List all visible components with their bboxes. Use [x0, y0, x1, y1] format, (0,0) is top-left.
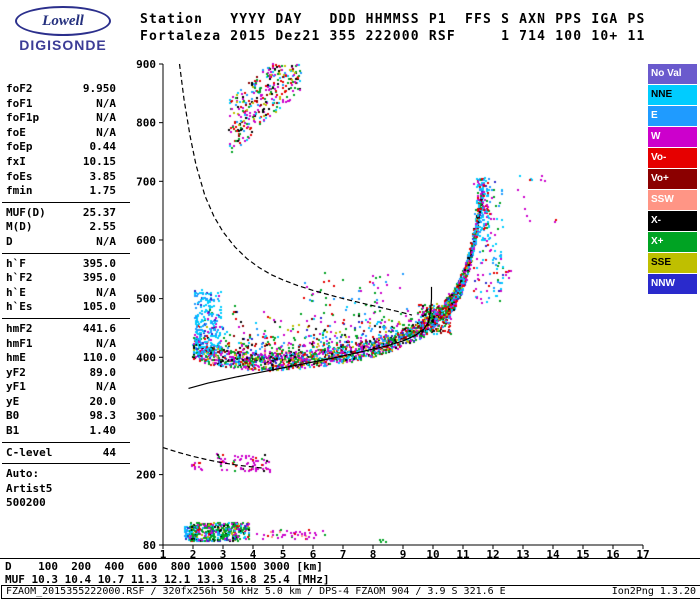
legend-entry-e: E: [648, 106, 697, 126]
distance-row: D 100 200 400 600 800 1000 1500 3000 [km…: [5, 560, 323, 573]
legend-entry-nne: NNE: [648, 85, 697, 105]
legend-entry-nnw: NNW: [648, 274, 697, 294]
legend-entry-x-: X-: [648, 211, 697, 231]
legend-entry-ssw: SSW: [648, 190, 697, 210]
status-program-version: Ion2Png 1.3.20: [611, 586, 696, 597]
doppler-direction-legend: No Val NNE E W Vo- Vo+ SSW X- X+ SSE NNW: [648, 64, 697, 295]
legend-entry-w: W: [648, 127, 697, 147]
status-file-info: FZAOM_2015355222000.RSF / 320fx256h 50 k…: [6, 586, 506, 597]
status-bar: FZAOM_2015355222000.RSF / 320fx256h 50 k…: [1, 585, 700, 599]
legend-entry-sse: SSE: [648, 253, 697, 273]
legend-entry-vo-: Vo-: [648, 148, 697, 168]
legend-entry-vo+: Vo+: [648, 169, 697, 189]
muf-row: MUF 10.3 10.4 10.7 11.3 12.1 13.3 16.8 2…: [5, 573, 330, 586]
muf-distance-table: D 100 200 400 600 800 1000 1500 3000 [km…: [0, 558, 700, 586]
legend-entry-no-val: No Val: [648, 64, 697, 84]
legend-entry-x+: X+: [648, 232, 697, 252]
